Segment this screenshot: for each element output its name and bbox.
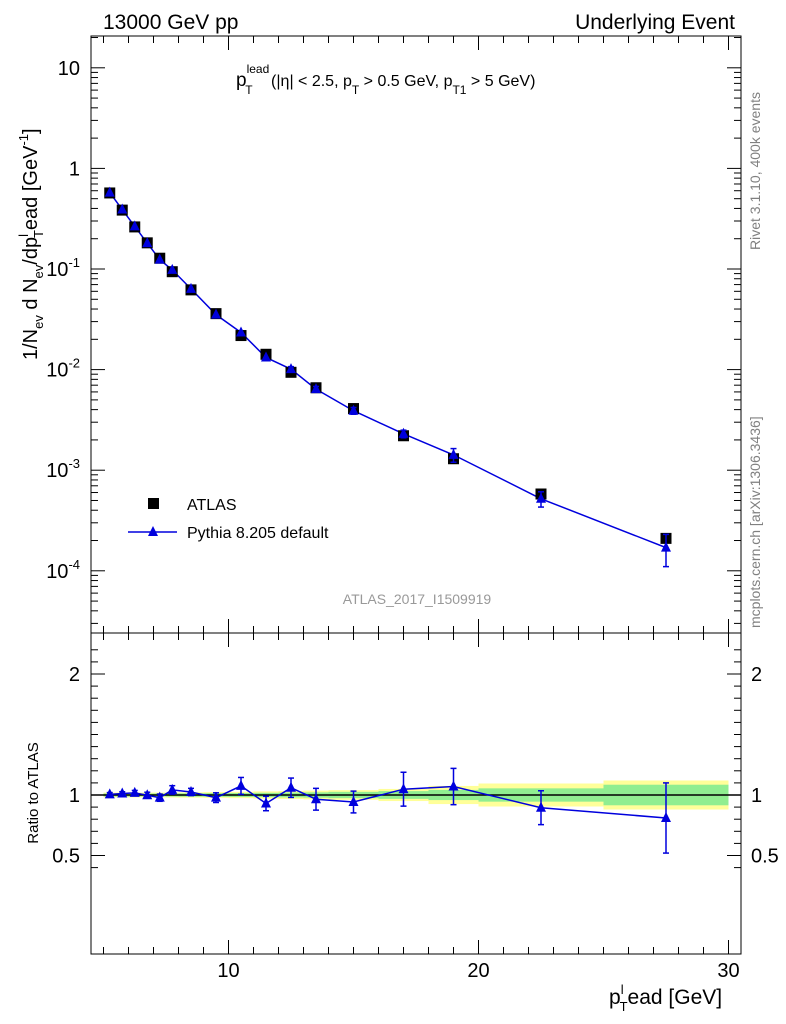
pythia-point [448, 448, 459, 459]
ratio-y-tick-label-right: 0.5 [751, 846, 779, 868]
ratio-point [286, 781, 296, 792]
ratio-point [661, 811, 671, 822]
x-label-text: pl Tead [GeV] [609, 982, 722, 1014]
process-label: Underlying Event [575, 11, 735, 34]
ratio-y-tick-label: 1 [69, 785, 80, 807]
pythia-point [211, 308, 221, 319]
ratio-ticks: 0.5 0.5 1 1 2 2 10 20 30 [52, 633, 779, 982]
ratio-y-tick-label-right: 2 [751, 664, 762, 686]
pythia-point [129, 220, 140, 231]
energy-label: 13000 GeV pp [103, 11, 238, 34]
ratio-point [211, 791, 221, 802]
rivet-label: Rivet 3.1.10, 400k events [747, 92, 763, 250]
ratio-point [536, 801, 546, 812]
pythia-point [286, 363, 296, 374]
pythia-point [186, 282, 196, 293]
pythia-point [167, 263, 178, 274]
pythia-point [261, 351, 271, 362]
ratio-y-tick-label: 2 [69, 664, 80, 686]
pythia-point [117, 203, 128, 214]
ratio-point [311, 793, 321, 804]
pythia-point [104, 186, 115, 197]
analysis-watermark: ATLAS_2017_I1509919 [343, 591, 492, 607]
mcplots-label: mcplots.cern.ch [arXiv:1306.3436] [747, 416, 763, 628]
main-panel: 10-4 10-3 10-2 10-1 1 10 [46, 35, 742, 634]
ratio-point [129, 786, 140, 797]
ratio-point [154, 791, 165, 802]
ratio-point [348, 796, 359, 807]
legend-label-pythia: Pythia 8.205 default [187, 525, 329, 542]
main-title-text: plead T (|η| < 2.5, pT > 0.5 GeV, pT1 > 5… [236, 62, 535, 97]
pythia-point [142, 237, 153, 248]
ratio-y-axis-label: Ratio to ATLAS [25, 742, 42, 843]
x-tick-label: 30 [717, 960, 739, 982]
main-data [104, 186, 672, 568]
ratio-point [167, 783, 178, 794]
ratio-point [448, 780, 459, 791]
ratio-y-tick-label-right: 1 [751, 785, 762, 807]
main-y-label-text: 1/Nev d Nev/dplTead [GeV-1] [16, 128, 46, 360]
legend-marker-atlas [148, 498, 159, 509]
main-frame [90, 35, 742, 634]
y-tick-label: 10-1 [46, 255, 80, 281]
ratio-frame [90, 632, 742, 955]
ratio-point [236, 779, 246, 790]
ratio-point [261, 797, 271, 808]
x-axis-label: pl Tead [GeV] [609, 982, 722, 1014]
ratio-y-tick-label: 0.5 [52, 846, 80, 868]
x-tick-label: 10 [217, 960, 239, 982]
pythia-point [311, 383, 321, 394]
ratio-data [104, 767, 671, 854]
legend-label-atlas: ATLAS [187, 497, 237, 514]
main-ticks: 10-4 10-3 10-2 10-1 1 10 [46, 36, 741, 633]
ratio-point [104, 788, 115, 799]
pythia-point [236, 326, 246, 337]
pythia-line [109, 192, 667, 549]
legend: ATLAS Pythia 8.205 default [128, 497, 329, 542]
main-y-axis-label: 1/Nev d Nev/dplTead [GeV-1] [16, 128, 46, 360]
x-tick-label: 20 [467, 960, 489, 982]
ratio-point [186, 785, 196, 796]
y-tick-label: 10 [58, 58, 80, 80]
pythia-point [398, 427, 409, 438]
ratio-point [117, 787, 128, 798]
y-tick-label: 10-4 [46, 557, 80, 583]
y-tick-label: 10-3 [46, 456, 80, 482]
main-title: plead T (|η| < 2.5, pT > 0.5 GeV, pT1 > 5… [236, 62, 535, 97]
y-tick-label: 1 [69, 158, 80, 180]
pythia-point [348, 404, 359, 415]
pythia-point [536, 492, 546, 503]
ratio-panel: 0.5 0.5 1 1 2 2 10 20 30 [52, 632, 779, 982]
pythia-point [661, 541, 671, 552]
legend-marker-pythia [148, 526, 158, 536]
pythia-point [154, 253, 165, 264]
y-tick-label: 10-2 [46, 356, 80, 382]
ratio-point [398, 783, 409, 794]
ratio-point [142, 789, 153, 800]
